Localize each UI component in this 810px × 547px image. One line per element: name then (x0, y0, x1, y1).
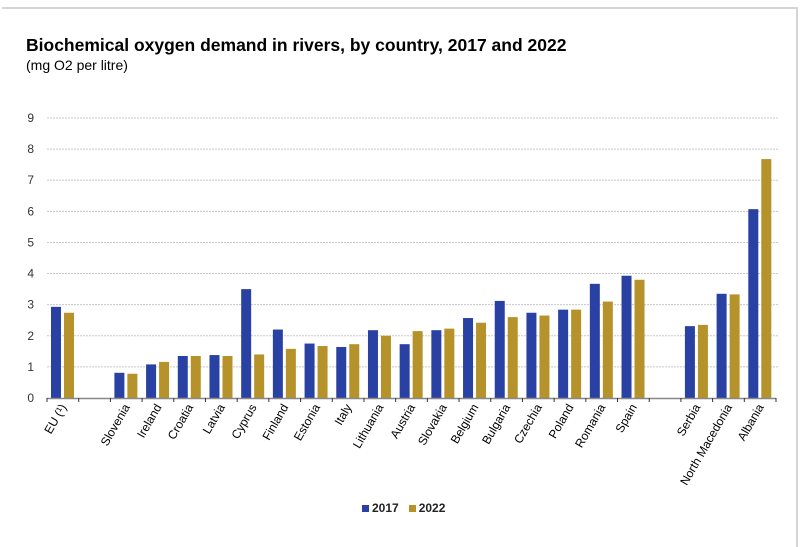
x-tick-label: Italy (332, 402, 355, 428)
bar-2017-slovakia[interactable] (431, 330, 442, 398)
x-tick-label: Albania (735, 401, 767, 443)
bar-2017-albania[interactable] (748, 209, 759, 398)
bar-2022-finland[interactable] (285, 348, 296, 398)
bar-2022-lithuania[interactable] (380, 335, 391, 398)
x-tick-label: Czechia (511, 401, 545, 446)
y-tick-label: 4 (27, 267, 34, 281)
x-tick-label: Lithuania (350, 401, 387, 450)
legend-swatch-2017 (362, 504, 369, 512)
bar-2022-bulgaria[interactable] (507, 317, 518, 398)
chart-subtitle: (mg O2 per litre) (26, 57, 128, 73)
x-axis (46, 397, 777, 402)
bar-2022-austria[interactable] (412, 331, 423, 398)
bar-2022-cyprus[interactable] (254, 354, 265, 398)
bar-2017-estonia[interactable] (304, 343, 315, 398)
x-tick-label: Ireland (134, 402, 164, 441)
x-tick-label: Romania (572, 401, 608, 450)
x-tick-label: Slovenia (98, 401, 133, 448)
legend-item-2022[interactable]: 2022 (408, 501, 446, 515)
chart-title: Biochemical oxygen demand in rivers, by … (26, 35, 567, 55)
x-tick-label: Serbia (674, 401, 704, 438)
bar-2017-latvia[interactable] (209, 355, 220, 398)
y-axis-ticks: 0 1 2 3 4 5 6 7 8 9 (27, 111, 34, 405)
x-tick-label: Croatia (165, 401, 197, 442)
bar-2017-poland[interactable] (558, 309, 569, 398)
x-tick-label: Spain (612, 402, 639, 436)
y-tick-label: 2 (27, 329, 34, 343)
x-tick-label: Poland (546, 402, 577, 441)
x-tick-label: Cyprus (228, 402, 259, 442)
bar-2017-cyprus[interactable] (241, 289, 252, 398)
bar-2017-belgium[interactable] (463, 318, 474, 398)
legend-item-2017[interactable]: 2017 (362, 501, 399, 515)
y-tick-label: 3 (27, 298, 34, 312)
legend-label-2022: 2022 (418, 501, 446, 515)
bar-2022-estonia[interactable] (317, 346, 328, 398)
y-tick-label: 9 (27, 111, 34, 125)
bar-2017-serbia[interactable] (684, 326, 695, 398)
bar-2022-spain[interactable] (634, 279, 645, 398)
chart-frame (2, 7, 798, 547)
y-tick-label: 6 (27, 204, 34, 218)
bar-2022-belgium[interactable] (476, 322, 487, 398)
bar-2017-lithuania[interactable] (367, 330, 378, 398)
y-tick-label: 8 (27, 142, 34, 156)
bar-2017-italy[interactable] (336, 346, 347, 398)
bar-2017-finland[interactable] (272, 329, 283, 398)
bar-2022-italy[interactable] (349, 344, 360, 398)
bar-2022-north-macedonia[interactable] (729, 294, 740, 398)
bar-2022-serbia[interactable] (697, 324, 708, 398)
legend-swatch-2022 (408, 504, 416, 512)
x-tick-label: EU (¹) (41, 402, 69, 437)
bar-2022-ireland[interactable] (159, 361, 170, 398)
bar-2022-latvia[interactable] (222, 356, 233, 398)
bar-2017-czechia[interactable] (526, 312, 537, 398)
bars (51, 159, 772, 398)
x-tick-label: Bulgaria (479, 401, 513, 446)
bar-2022-croatia[interactable] (190, 356, 201, 398)
x-axis-labels: EU (¹) Slovenia Ireland Croatia Latvia Cyprus… (41, 401, 767, 487)
bar-2017-austria[interactable] (399, 344, 410, 398)
bar-2017-spain[interactable] (621, 275, 632, 398)
legend-label-2017: 2017 (372, 501, 399, 515)
bar-2017-romania[interactable] (589, 283, 600, 398)
y-tick-label: 5 (27, 235, 34, 249)
bar-2017-north-macedonia[interactable] (716, 293, 727, 398)
bar-2022-slovenia[interactable] (127, 373, 138, 398)
x-tick-label: Belgium (448, 402, 482, 447)
x-tick-label: Latvia (200, 401, 228, 436)
bar-2022-czechia[interactable] (539, 315, 550, 398)
bar-2017-ireland[interactable] (146, 364, 157, 398)
bar-2017-croatia[interactable] (177, 356, 188, 398)
bar-2022-romania[interactable] (602, 301, 613, 398)
bar-2017-eu-[interactable] (51, 306, 61, 398)
bar-2022-slovakia[interactable] (444, 328, 455, 398)
bar-2017-slovenia[interactable] (114, 372, 125, 398)
x-tick-label: Austria (387, 401, 418, 441)
bar-2022-eu-[interactable] (64, 312, 74, 398)
bar-2022-poland[interactable] (571, 309, 582, 398)
y-tick-label: 1 (27, 360, 34, 374)
bar-2022-albania[interactable] (761, 159, 772, 398)
gridlines (47, 117, 778, 368)
x-tick-label: Slovakia (415, 401, 450, 448)
bar-2017-bulgaria[interactable] (494, 300, 505, 398)
y-tick-label: 0 (27, 391, 34, 405)
x-tick-label: Estonia (291, 401, 323, 443)
x-tick-label: Finland (260, 402, 292, 443)
legend: 2017 2022 (362, 501, 445, 515)
y-tick-label: 7 (27, 173, 34, 187)
